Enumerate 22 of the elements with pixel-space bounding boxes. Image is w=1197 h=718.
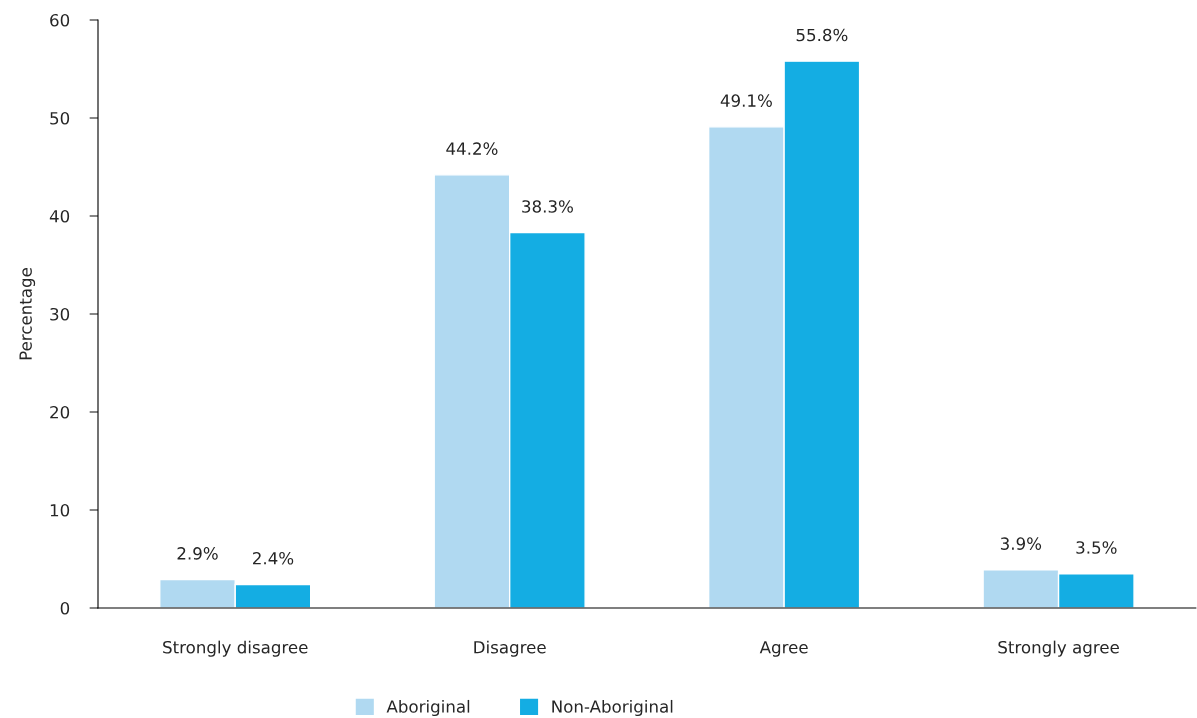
y-tick-label: 30 (50, 307, 70, 321)
data-label: 3.5% (1076, 541, 1117, 554)
data-label: 38.3% (522, 200, 573, 213)
data-label: 44.2% (446, 142, 498, 155)
data-label: 2.4% (253, 551, 294, 565)
y-tick-label: 20 (50, 405, 70, 419)
y-tick-label: 40 (49, 209, 70, 223)
x-tick-label: Strongly disagree (163, 640, 308, 657)
y-tick-label: 0 (60, 601, 70, 615)
data-label: 55.8% (796, 28, 848, 42)
y-axis-title: Percentage (19, 268, 36, 360)
y-tick-label: 60 (50, 13, 70, 27)
y-tick-label: 10 (50, 503, 70, 517)
legend-label: Aboriginal (386, 699, 470, 717)
legend-label: Non-Aboriginal (552, 699, 673, 717)
data-label: 3.9% (1000, 537, 1042, 550)
data-label: 49.1% (720, 94, 772, 107)
x-tick-label: Agree (759, 641, 808, 657)
y-tick-label: 50 (50, 111, 70, 125)
data-label: 2.9% (177, 547, 218, 560)
x-tick-label: Disagree (474, 640, 546, 657)
x-tick-label: Strongly agree (998, 640, 1119, 657)
